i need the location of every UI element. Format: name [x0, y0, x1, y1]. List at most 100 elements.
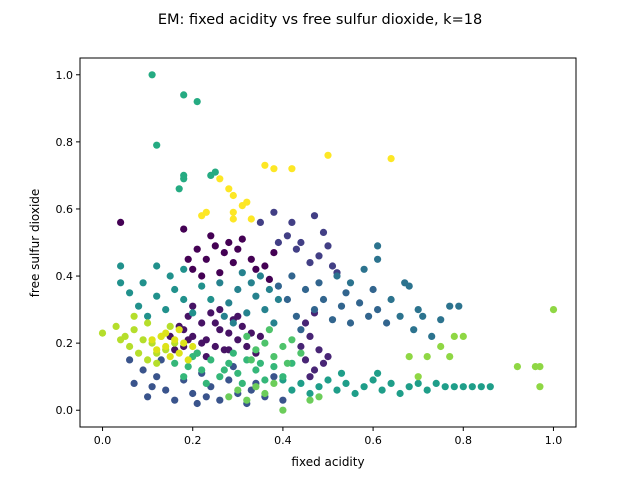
scatter-point-cluster-6-4	[374, 242, 382, 250]
scatter-point-cluster-0-13	[265, 275, 273, 283]
scatter-point-cluster-0-12	[261, 262, 269, 270]
scatter-point-cluster-3-12	[292, 245, 300, 253]
scatter-point-cluster-3-11	[319, 228, 328, 236]
scatter-point-cluster-4-5	[162, 386, 170, 394]
scatter-point-cluster-9-17	[432, 379, 440, 387]
scatter-point-cluster-14-11	[549, 306, 558, 314]
x-tick-label: 0.2	[184, 434, 202, 447]
scatter-point-cluster-7-0	[216, 279, 224, 287]
y-tick-label: 0.0	[56, 404, 74, 417]
scatter-point-cluster-5-9	[356, 299, 364, 307]
scatter-point-cluster-1-15	[238, 322, 246, 330]
scatter-point-cluster-9-4	[315, 383, 323, 391]
scatter-point-cluster-12-6	[297, 349, 305, 357]
scatter-point-cluster-12-0	[243, 332, 251, 340]
scatter-point-cluster-0-4	[202, 255, 210, 263]
scatter-point-cluster-15-4	[130, 326, 138, 334]
scatter-point-cluster-4-1	[130, 379, 138, 387]
scatter-point-cluster-11-19	[229, 349, 237, 357]
scatter-point-cluster-8-7	[162, 306, 170, 314]
scatter-point-cluster-0-5	[211, 242, 219, 250]
scatter-point-cluster-13-4	[270, 379, 278, 387]
scatter-point-cluster-9-10	[369, 376, 377, 384]
scatter-point-cluster-6-11	[437, 316, 445, 324]
scatter-point-cluster-0-6	[220, 249, 228, 257]
scatter-point-cluster-3-10	[306, 259, 314, 267]
scatter-point-cluster-1-21	[216, 306, 224, 314]
scatter-point-cluster-15-16	[130, 312, 138, 320]
scatter-point-cluster-1-9	[211, 342, 219, 351]
scatter-point-cluster-6-9	[419, 312, 427, 320]
axes-frame	[79, 57, 577, 428]
scatter-point-cluster-10-2	[193, 98, 201, 106]
scatter-point-cluster-5-15	[342, 289, 350, 297]
scatter-point-cluster-7-7	[270, 319, 278, 327]
scatter-point-cluster-11-7	[234, 369, 242, 377]
scatter-point-cluster-10-8	[211, 168, 219, 176]
scatter-point-cluster-0-11	[252, 265, 260, 273]
scatter-point-cluster-9-24	[337, 369, 346, 377]
scatter-point-cluster-0-10	[247, 255, 255, 263]
scatter-point-cluster-4-22	[202, 393, 210, 401]
scatter-point-cluster-3-6	[315, 252, 323, 260]
scatter-point-cluster-7-4	[252, 292, 260, 300]
y-tick-label: 0.6	[56, 203, 74, 216]
scatter-point-cluster-7-3	[243, 309, 251, 317]
scatter-point-cluster-5-5	[319, 295, 328, 304]
scatter-point-cluster-15-17	[153, 359, 161, 367]
scatter-point-cluster-5-3	[301, 285, 310, 294]
scatter-point-cluster-1-14	[234, 336, 242, 344]
scatter-point-cluster-14-10	[536, 383, 544, 391]
scatter-point-cluster-0-18	[198, 272, 206, 280]
scatter-point-cluster-6-2	[360, 265, 368, 273]
scatter-point-cluster-1-12	[225, 329, 233, 337]
y-tick-label: 1.0	[56, 69, 74, 82]
scatter-point-cluster-2-8	[324, 353, 332, 361]
scatter-point-cluster-14-2	[423, 353, 431, 361]
scatter-point-cluster-4-8	[189, 389, 197, 398]
scatter-point-cluster-5-1	[283, 295, 291, 304]
scatter-point-cluster-14-9	[536, 363, 544, 371]
x-tick-label: 1.0	[545, 434, 563, 447]
scatter-point-cluster-12-3	[270, 353, 278, 361]
scatter-point-cluster-4-17	[270, 373, 278, 381]
scatter-point-cluster-8-0	[117, 262, 125, 270]
x-axis: 0.0 0.2 0.4 0.6 0.8 1.0	[94, 427, 562, 447]
scatter-point-cluster-1-8	[207, 309, 215, 317]
scatter-point-cluster-8-12	[198, 282, 206, 290]
scatter-point-cluster-17-10	[261, 161, 269, 169]
scatter-point-cluster-0-16	[216, 269, 224, 277]
scatter-point-cluster-15-5	[135, 349, 143, 357]
y-tick-label: 0.4	[56, 270, 74, 283]
scatter-point-cluster-2-6	[301, 319, 310, 327]
scatter-point-cluster-1-16	[243, 342, 251, 351]
scatter-point-cluster-7-6	[265, 285, 273, 294]
scatter-point-cluster-8-1	[117, 279, 125, 287]
scatter-point-cluster-3-3	[288, 218, 296, 226]
scatter-point-cluster-9-9	[360, 383, 368, 391]
scatter-point-cluster-8-11	[189, 309, 197, 317]
scatter-point-cluster-16-5	[171, 336, 179, 344]
scatter-point-cluster-9-23	[486, 383, 494, 391]
scatter-point-cluster-17-6	[229, 215, 237, 223]
scatter-point-cluster-13-3	[261, 389, 269, 398]
scatter-point-cluster-12-2	[261, 339, 269, 347]
scatter-point-cluster-7-2	[234, 285, 242, 294]
scatter-point-cluster-11-14	[184, 363, 192, 371]
scatter-point-cluster-7-13	[229, 319, 237, 327]
scatter-point-cluster-12-1	[252, 346, 260, 354]
scatter-point-cluster-11-3	[198, 366, 206, 374]
scatter-point-cluster-11-0	[171, 359, 179, 367]
scatter-point-cluster-14-0	[405, 353, 413, 361]
scatter-point-cluster-15-6	[139, 336, 147, 344]
scatter-point-cluster-6-5	[387, 295, 395, 304]
scatter-point-cluster-1-23	[198, 339, 206, 347]
scatter-point-cluster-15-1	[112, 322, 120, 330]
scatter-point-cluster-3-13	[274, 238, 282, 247]
scatter-point-cluster-9-13	[396, 389, 404, 398]
scatter-point-cluster-8-9	[180, 295, 188, 304]
scatter-point-cluster-2-4	[315, 346, 323, 354]
scatter-point-cluster-11-6	[225, 359, 233, 367]
scatter-point-cluster-2-3	[310, 366, 319, 374]
scatter-point-cluster-4-21	[148, 383, 156, 391]
